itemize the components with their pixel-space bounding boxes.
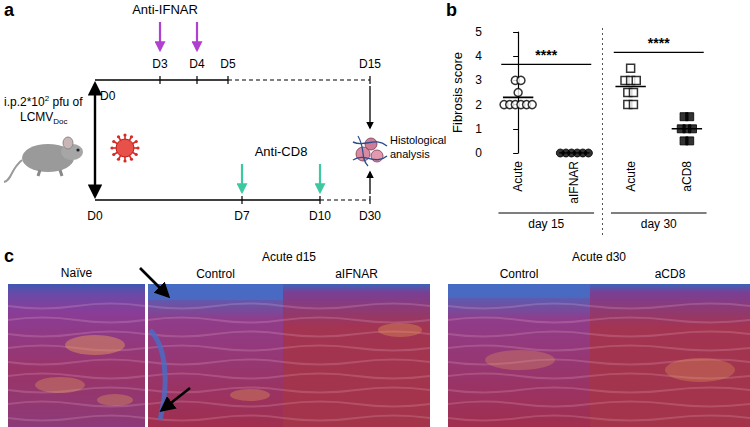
svg-text:Anti-CD8: Anti-CD8	[255, 144, 308, 159]
svg-text:****: ****	[648, 35, 670, 51]
svg-text:Acute: Acute	[624, 161, 638, 192]
svg-text:0: 0	[475, 146, 482, 160]
svg-text:b: b	[446, 0, 457, 20]
svg-text:Anti-IFNAR: Anti-IFNAR	[132, 2, 198, 17]
svg-text:Acute: Acute	[511, 161, 525, 192]
svg-text:Acute d30: Acute d30	[572, 250, 626, 264]
svg-text:day 15: day 15	[528, 217, 564, 231]
svg-text:D4: D4	[189, 57, 205, 71]
svg-text:a: a	[4, 0, 15, 20]
svg-text:4: 4	[475, 49, 482, 63]
svg-text:Control: Control	[196, 267, 235, 281]
svg-text:2: 2	[475, 98, 482, 112]
svg-text:day 30: day 30	[641, 217, 677, 231]
svg-text:Acute d15: Acute d15	[262, 250, 316, 264]
svg-text:Control: Control	[500, 267, 539, 281]
svg-text:1: 1	[475, 122, 482, 136]
svg-text:D10: D10	[309, 209, 331, 223]
svg-text:3: 3	[475, 73, 482, 87]
svg-text:analysis: analysis	[390, 148, 430, 160]
svg-text:D7: D7	[234, 209, 250, 223]
svg-text:Histological: Histological	[390, 134, 446, 146]
svg-text:aIFNAR: aIFNAR	[335, 267, 378, 281]
svg-text:5: 5	[475, 25, 482, 39]
svg-text:D30: D30	[359, 209, 381, 223]
svg-text:Fibrosis score: Fibrosis score	[450, 52, 465, 133]
svg-text:c: c	[4, 246, 14, 266]
svg-text:D5: D5	[220, 57, 236, 71]
svg-text:D15: D15	[359, 57, 381, 71]
svg-text:D0: D0	[87, 209, 103, 223]
svg-text:aIFNAR: aIFNAR	[567, 161, 581, 204]
svg-text:D0: D0	[100, 89, 116, 103]
svg-text:LCMVDoc: LCMVDoc	[20, 110, 68, 126]
svg-text:D3: D3	[152, 57, 168, 71]
svg-text:aCD8: aCD8	[680, 161, 694, 192]
svg-text:****: ****	[535, 47, 557, 63]
svg-text:Naïve: Naïve	[61, 266, 93, 280]
svg-text:i.p.2*102 pfu of: i.p.2*102 pfu of	[4, 94, 83, 109]
svg-text:aCD8: aCD8	[655, 267, 686, 281]
